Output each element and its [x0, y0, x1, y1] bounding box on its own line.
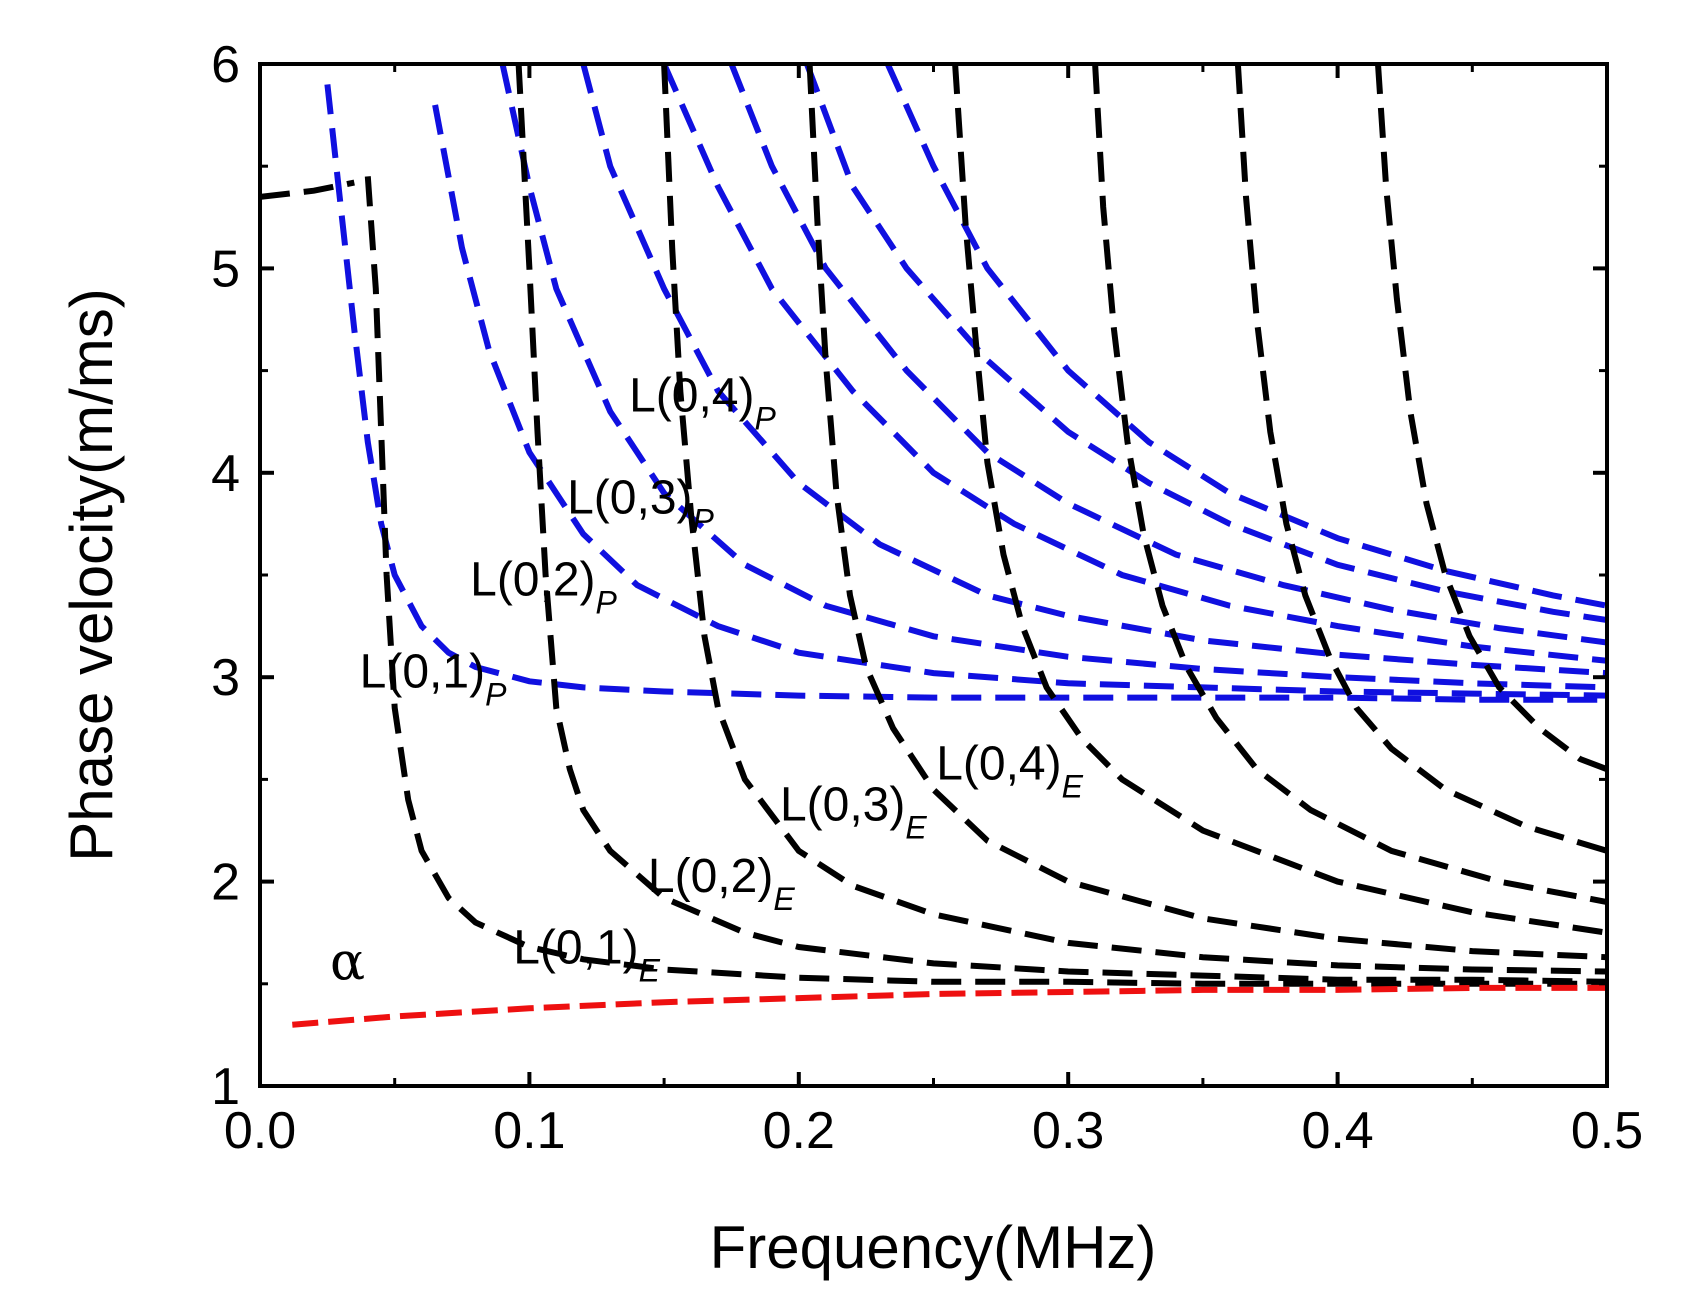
- series-line-l-0-5-p: [661, 64, 1607, 664]
- mode-label-subscript: E: [639, 952, 661, 988]
- series-line-l-0-3-e: [661, 64, 1607, 975]
- mode-label-subscript: P: [596, 584, 618, 620]
- series-line-l-0-1-p: [324, 84, 1607, 703]
- x-tick-label: 0.1: [493, 1102, 565, 1160]
- y-axis-title: Phase velocity(m/ms): [58, 288, 125, 861]
- series-line-l-0-7-p: [804, 64, 1607, 623]
- y-tick-label: 6: [211, 36, 240, 94]
- plot-frame: [258, 62, 1609, 1088]
- mode-label-l-0-1-p: L(0,1)P: [360, 645, 507, 712]
- series-line-l-0-2-p: [432, 104, 1607, 699]
- mode-label-subscript: P: [754, 400, 776, 436]
- series-layer: [260, 64, 1607, 1028]
- y-tick-label: 5: [211, 240, 240, 298]
- series-line-l-0-1-e: [364, 176, 1607, 987]
- mode-label-l-0-1-e: L(0,1)E: [513, 921, 660, 988]
- y-tick-label: 3: [211, 649, 240, 707]
- y-tick-label: 4: [211, 445, 240, 503]
- y-tick-label: 2: [211, 854, 240, 912]
- mode-label-subscript: P: [693, 503, 715, 539]
- mode-label-l-0-3-e: L(0,3)E: [780, 778, 927, 845]
- mode-label-l-0-2-e: L(0,2)E: [648, 850, 795, 917]
- mode-label-l-0-3-p: L(0,3)P: [567, 472, 714, 539]
- mode-label-subscript: E: [1062, 768, 1084, 804]
- series-line-l-0-5-e: [952, 64, 1607, 936]
- series-line-l-0-0-e: [260, 179, 355, 200]
- x-tick-label: 0.2: [763, 1102, 835, 1160]
- mode-label-subscript: P: [485, 676, 507, 712]
- series-line-l-0-8-e: [1375, 64, 1607, 773]
- series-line-l-0-3-p: [499, 64, 1607, 691]
- ticks-layer: 0.0 0.1 0.2 0.3 0.4 0.5 1 2 3 4 5 6: [211, 36, 1643, 1160]
- series-line-l-0-8-p: [884, 64, 1607, 609]
- alpha-label: α: [330, 933, 365, 993]
- series-line-l-0-6-e: [1092, 64, 1607, 905]
- y-tick-label: 1: [211, 1058, 240, 1116]
- series-line-l-0-2-e: [515, 64, 1607, 985]
- series-line-alpha: [292, 984, 1607, 1028]
- x-tick-label: 0.5: [1571, 1102, 1643, 1160]
- series-line-l-0-7-e: [1234, 64, 1607, 854]
- x-tick-label: 0.4: [1301, 1102, 1373, 1160]
- mode-label-l-0-4-p: L(0,4)P: [629, 369, 776, 436]
- mode-label-subscript: E: [905, 809, 927, 845]
- series-line-l-0-4-p: [580, 64, 1607, 677]
- series-line-l-0-6-p: [728, 64, 1607, 646]
- series-line-l-0-4-e: [806, 64, 1607, 961]
- annotation-layer: L(0,4)P L(0,3)P L(0,2)P L(0,1)P L(0,4)EL(0,3…: [330, 369, 1084, 992]
- mode-label-subscript: E: [773, 881, 795, 917]
- x-axis-title: Frequency(MHz): [710, 1214, 1157, 1281]
- x-tick-label: 0.3: [1032, 1102, 1104, 1160]
- x-tick-label: 0.0: [224, 1102, 296, 1160]
- mode-label-l-0-2-p: L(0,2)P: [470, 553, 617, 620]
- mode-label-l-0-4-e: L(0,4)E: [936, 737, 1083, 804]
